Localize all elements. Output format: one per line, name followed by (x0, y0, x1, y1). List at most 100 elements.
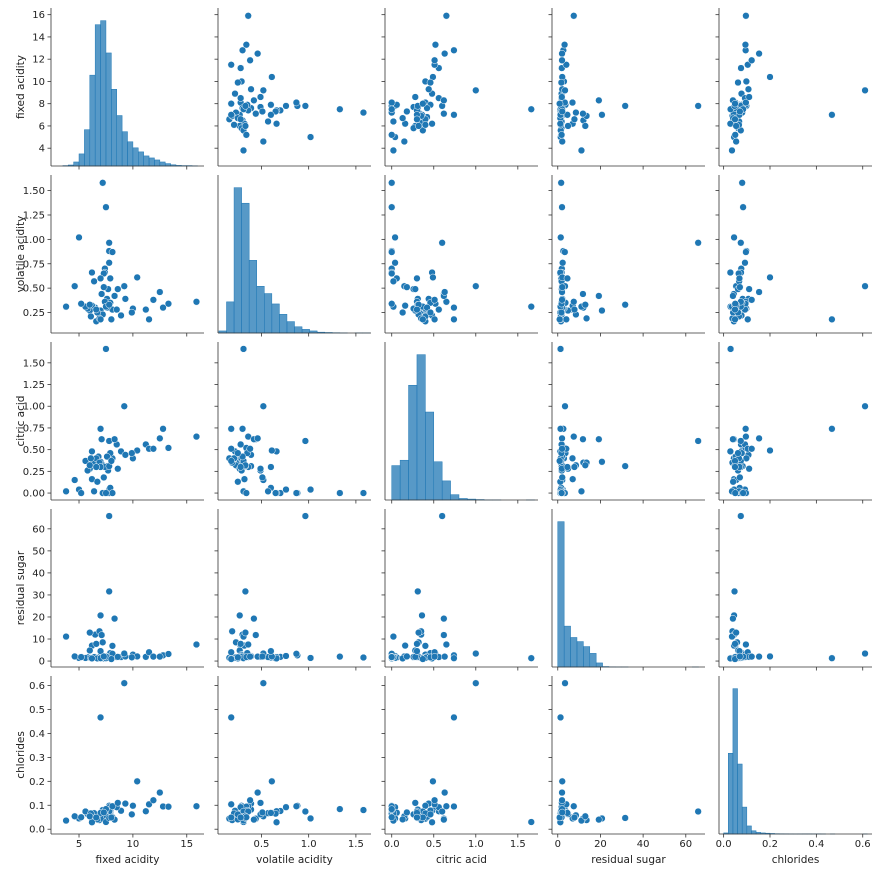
point (731, 457, 739, 465)
point (292, 650, 301, 658)
point (106, 274, 114, 283)
y-tick-label: 12 (32, 55, 45, 66)
point (192, 640, 201, 649)
point (301, 437, 310, 445)
point (272, 818, 281, 826)
point (227, 425, 235, 433)
point (164, 444, 173, 452)
point (403, 808, 411, 817)
point (426, 308, 435, 317)
y-tick-label: 0.50 (23, 445, 45, 456)
point (413, 640, 421, 648)
point (250, 815, 258, 824)
point (282, 485, 290, 494)
y-tick-label: 0.5 (29, 705, 45, 716)
point (736, 107, 744, 116)
hist-bar (576, 641, 584, 668)
point (440, 96, 448, 105)
point (731, 489, 739, 497)
point (442, 640, 451, 649)
point (399, 308, 407, 317)
point (745, 465, 753, 473)
hist-bar (441, 480, 451, 501)
point (149, 445, 158, 453)
point (581, 301, 589, 309)
x-tick-label: 1.5 (510, 839, 526, 850)
point (96, 274, 105, 283)
point (241, 628, 250, 637)
point (389, 632, 398, 641)
point (388, 131, 396, 139)
point (149, 652, 158, 661)
point (557, 179, 565, 187)
point (430, 315, 439, 323)
point (430, 796, 439, 804)
point (227, 61, 235, 69)
point (97, 435, 106, 443)
point (99, 179, 107, 187)
point (561, 86, 569, 94)
y-tick-label: 16 (32, 10, 45, 21)
point (557, 131, 566, 139)
point (556, 425, 565, 433)
point (292, 489, 301, 497)
point (241, 102, 250, 110)
point (102, 489, 110, 497)
point (110, 614, 119, 623)
point (227, 111, 235, 119)
x-axis-label: volatile acidity (256, 854, 333, 866)
point (598, 458, 606, 466)
point (558, 93, 566, 101)
point (230, 121, 238, 129)
point (742, 425, 750, 433)
y-tick-label: 1.25 (23, 210, 45, 221)
hist-bar (301, 329, 310, 334)
point (77, 813, 85, 821)
point (129, 802, 137, 810)
point (731, 640, 739, 648)
point (431, 41, 440, 49)
point (557, 489, 566, 497)
point (731, 463, 739, 471)
hist-bar (425, 411, 435, 501)
x-tick-label: 1.5 (348, 839, 364, 850)
y-tick-label: 0.00 (23, 489, 45, 500)
point (729, 435, 737, 443)
y-tick-label: 14 (32, 32, 45, 43)
point (86, 301, 94, 309)
point (120, 282, 128, 290)
point (570, 432, 578, 441)
point (755, 652, 763, 661)
point (359, 653, 368, 662)
point (450, 713, 458, 722)
panel: 0.00 0.25 0.50 0.75 1.00 1.25 1.50 citric acid (15, 342, 204, 504)
point (250, 614, 258, 623)
point (391, 259, 399, 267)
point (241, 587, 250, 596)
point (411, 799, 419, 807)
point (128, 308, 136, 317)
point (96, 647, 105, 655)
point (411, 93, 419, 101)
point (256, 93, 265, 101)
point (579, 110, 587, 118)
point (301, 807, 310, 816)
point (336, 805, 344, 813)
point (570, 298, 578, 306)
point (440, 631, 448, 639)
point (582, 314, 591, 323)
point (577, 146, 586, 155)
point (107, 655, 115, 663)
point (401, 302, 409, 310)
hist-bar (294, 326, 303, 334)
y-tick-label: 0.3 (29, 753, 45, 764)
point (159, 303, 167, 312)
hist-bar (105, 52, 112, 167)
point (388, 813, 396, 821)
point (755, 49, 763, 58)
point (414, 587, 422, 596)
point (121, 799, 129, 808)
point (239, 146, 248, 155)
y-tick-label: 0.6 (29, 681, 45, 692)
hist-bar (94, 24, 101, 167)
